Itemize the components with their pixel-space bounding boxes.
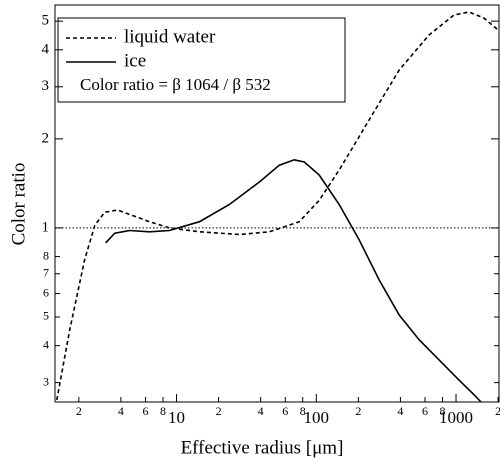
x-tick-label: 8 [300,404,306,418]
y-tick-label: 6 [43,285,49,299]
y-tick-label: 1 [42,219,50,235]
y-tick-label: 4 [42,41,50,57]
series-line [105,158,482,403]
y-tick-label: 7 [43,266,49,280]
legend-annotation: Color ratio = β 1064 / β 532 [80,75,271,94]
y-tick-label: 3 [43,374,49,388]
y-tick-label: 4 [43,337,49,351]
legend-label: liquid water [124,26,216,47]
plot-frame [54,4,500,403]
y-tick-label: 5 [43,309,49,323]
x-tick-label: 6 [143,404,149,418]
x-tick-label: 2 [495,404,500,418]
y-tick-label: 3 [42,78,50,94]
legend-label: ice [124,50,146,71]
y-tick-label: 8 [43,248,49,262]
x-tick-label: 4 [258,404,264,418]
x-tick-label: 4 [118,404,124,418]
x-tick-label: 8 [160,404,166,418]
x-tick-label: 4 [397,404,403,418]
series-line [56,11,499,401]
y-tick-label: 2 [42,130,50,146]
x-tick-label: 100 [304,408,330,427]
x-tick-label: 6 [422,404,428,418]
legend-box [57,17,346,103]
x-tick-label: 8 [439,404,445,418]
x-tick-label: 2 [76,404,82,418]
x-tick-label: 2 [216,404,222,418]
y-tick-label: 5 [42,13,50,29]
x-tick-label: 2 [355,404,361,418]
x-tick-label: 1000 [439,408,473,427]
x-axis-label: Effective radius [μm] [181,437,344,458]
x-tick-label: 6 [282,404,288,418]
y-axis-label: Color ratio [8,163,29,246]
x-tick-label: 10 [168,408,185,427]
